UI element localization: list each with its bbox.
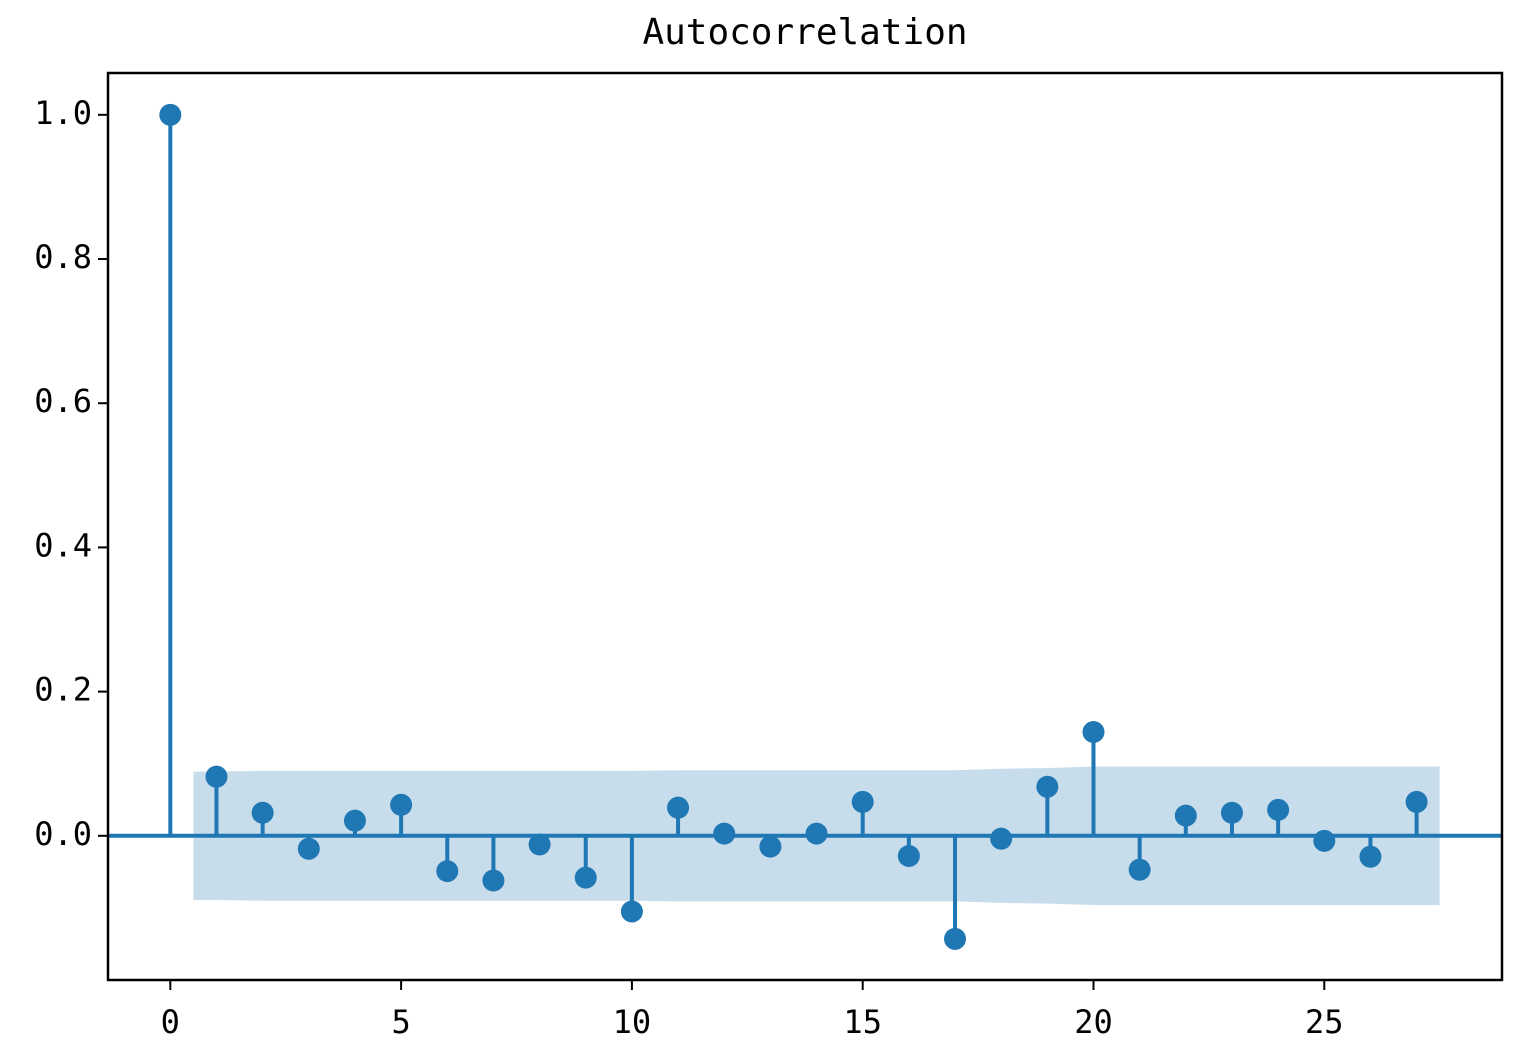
y-tick-label: 0.0 (34, 815, 92, 853)
marker (574, 866, 597, 889)
x-tick-label: 25 (1305, 1003, 1344, 1041)
marker (667, 796, 690, 819)
marker (897, 844, 920, 867)
marker (1313, 829, 1336, 852)
x-tick-label: 5 (391, 1003, 410, 1041)
axes-frame (106, 71, 1504, 982)
chart-title: Autocorrelation (642, 12, 967, 53)
marker (159, 103, 182, 126)
marker (1174, 804, 1197, 827)
y-tick-label: 0.2 (34, 671, 92, 709)
marker (1036, 775, 1059, 798)
marker (528, 833, 551, 856)
y-tick-label: 1.0 (34, 94, 92, 132)
marker (1082, 720, 1105, 743)
marker (1267, 798, 1290, 821)
marker (1359, 845, 1382, 868)
marker (1405, 790, 1428, 813)
x-tick-label: 10 (613, 1003, 652, 1041)
marker (482, 869, 505, 892)
marker (759, 835, 782, 858)
y-tick-label: 0.6 (34, 382, 92, 420)
marker (205, 765, 228, 788)
x-tick-label: 0 (161, 1003, 180, 1041)
marker (851, 790, 874, 813)
marker (343, 809, 366, 832)
y-tick-label: 0.4 (34, 526, 92, 564)
marker (297, 837, 320, 860)
marker (436, 860, 459, 883)
marker (713, 822, 736, 845)
marker (1220, 801, 1243, 824)
marker (251, 801, 274, 824)
marker (805, 822, 828, 845)
marker (990, 827, 1013, 850)
marker (620, 900, 643, 923)
marker (390, 793, 413, 816)
marker (1128, 858, 1151, 881)
marker (944, 927, 967, 950)
y-tick-label: 0.8 (34, 238, 92, 276)
x-tick-label: 20 (1074, 1003, 1113, 1041)
x-tick-label: 15 (843, 1003, 882, 1041)
